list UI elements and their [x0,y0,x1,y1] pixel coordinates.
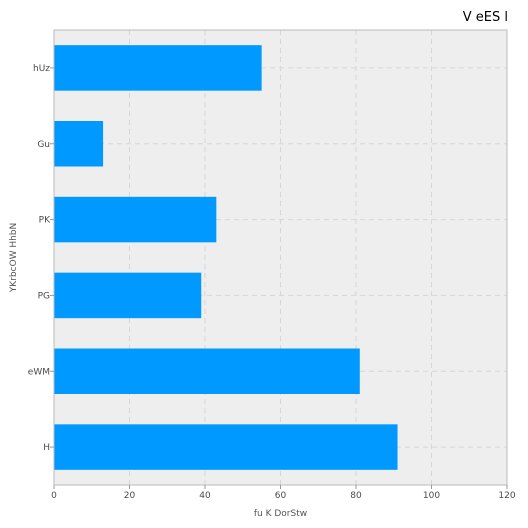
bars-group [54,45,398,470]
x-tick-label: 0 [51,491,57,501]
y-category-label: Gu [37,140,50,150]
x-tick-label: 60 [275,491,287,501]
bar [54,196,217,243]
x-axis-ticks: 0 20 40 60 80 100 120 [51,485,516,501]
x-axis-label: fu K DorStw [254,509,307,519]
y-category-label: eWM [28,367,50,377]
x-tick-label: 100 [423,491,440,501]
x-tick-label: 40 [199,491,211,501]
bar [54,272,202,319]
bar [54,424,398,470]
x-tick-label: 20 [124,491,136,501]
y-axis-categories: hUz Gu PK PG eWM H [28,64,54,453]
y-category-label: H [43,443,50,453]
x-tick-label: 120 [498,491,515,501]
bar [54,45,262,91]
chart-title: V eES l [463,10,508,25]
bar [54,348,360,394]
bar [54,121,104,167]
x-tick-label: 80 [350,491,362,501]
y-axis-label: YKrbcOW HhbN [9,223,19,294]
y-category-label: PK [39,216,51,226]
y-category-label: hUz [33,64,50,74]
y-category-label: PG [38,291,50,301]
